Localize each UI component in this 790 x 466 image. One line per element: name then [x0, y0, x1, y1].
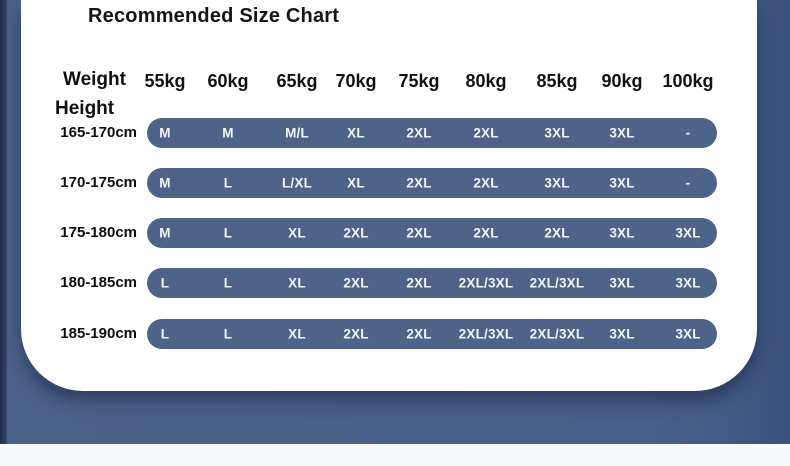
table-row: 180-185cm L L XL 2XL 2XL 2XL/3XL 2XL/3XL… — [21, 268, 757, 298]
size-cell: M — [222, 125, 234, 141]
size-cell: 2XL — [406, 275, 432, 291]
size-cell: 2XL — [406, 225, 432, 241]
size-cell: 2XL — [343, 225, 369, 241]
weight-axis-label: Weight — [63, 69, 126, 90]
size-cell: 3XL — [544, 175, 570, 191]
size-row-pill — [147, 319, 717, 349]
size-row-pill — [147, 168, 717, 198]
size-cell: 2XL — [473, 175, 499, 191]
weight-header: 100kg — [662, 71, 714, 91]
size-cell: M — [159, 175, 171, 191]
table-row: 170-175cm M L L/XL XL 2XL 2XL 3XL 3XL - — [21, 168, 757, 198]
size-cell: L — [223, 225, 233, 241]
size-chart-card: Recommended Size Chart Weight Height 55k… — [21, 0, 757, 391]
size-cell: 3XL — [609, 125, 635, 141]
size-cell: - — [685, 175, 691, 191]
size-cell: 2XL/3XL — [458, 275, 514, 291]
left-dark-strip — [0, 0, 7, 444]
bottom-light-band — [0, 444, 790, 466]
height-range-label: 180-185cm — [60, 274, 137, 291]
weight-header: 65kg — [276, 71, 318, 91]
weight-header: 90kg — [601, 71, 643, 91]
size-cell: 2XL — [406, 175, 432, 191]
table-row: 175-180cm M L XL 2XL 2XL 2XL 2XL 3XL 3XL — [21, 218, 757, 248]
height-range-label: 165-170cm — [60, 124, 137, 141]
size-cell: L — [223, 326, 233, 342]
size-cell: 2XL/3XL — [458, 326, 514, 342]
weight-header: 55kg — [144, 71, 186, 91]
weight-header: 80kg — [465, 71, 507, 91]
size-cell: 3XL — [675, 275, 701, 291]
size-cell: 3XL — [609, 275, 635, 291]
size-cell: 2XL — [473, 125, 499, 141]
size-cell: XL — [288, 326, 306, 342]
size-row-pill — [147, 268, 717, 298]
size-cell: M — [159, 125, 171, 141]
size-cell: XL — [347, 175, 365, 191]
size-cell: 2XL/3XL — [529, 326, 585, 342]
size-cell: XL — [288, 275, 306, 291]
size-cell: - — [685, 125, 691, 141]
size-cell: 3XL — [609, 326, 635, 342]
size-cell: XL — [288, 225, 306, 241]
size-cell: L — [160, 275, 170, 291]
size-cell: 3XL — [609, 175, 635, 191]
size-cell: 3XL — [544, 125, 570, 141]
height-range-label: 175-180cm — [60, 224, 137, 241]
size-cell: 2XL — [406, 125, 432, 141]
size-cell: 2XL — [343, 275, 369, 291]
size-cell: L/XL — [281, 175, 313, 191]
size-cell: 2XL — [473, 225, 499, 241]
size-row-pill — [147, 218, 717, 248]
size-cell: 2XL — [406, 326, 432, 342]
size-cell: 3XL — [675, 326, 701, 342]
table-row: 185-190cm L L XL 2XL 2XL 2XL/3XL 2XL/3XL… — [21, 319, 757, 349]
weight-header: 75kg — [398, 71, 440, 91]
size-cell: XL — [347, 125, 365, 141]
size-cell: 3XL — [675, 225, 701, 241]
size-row-pill — [147, 118, 717, 148]
size-cell: 2XL — [544, 225, 570, 241]
weight-header: 85kg — [536, 71, 578, 91]
size-cell: M/L — [285, 125, 309, 141]
weight-header: 70kg — [335, 71, 377, 91]
height-range-label: 170-175cm — [60, 174, 137, 191]
size-cell: L — [160, 326, 170, 342]
size-cell: L — [223, 175, 233, 191]
size-cell: 3XL — [609, 225, 635, 241]
height-axis-label: Height — [55, 98, 115, 119]
size-cell: M — [159, 225, 171, 241]
size-cell: 2XL/3XL — [529, 275, 585, 291]
weight-header: 60kg — [207, 71, 249, 91]
table-row: 165-170cm M M M/L XL 2XL 2XL 3XL 3XL - — [21, 118, 757, 148]
size-cell: 2XL — [343, 326, 369, 342]
size-cell: L — [223, 275, 233, 291]
page-title: Recommended Size Chart — [88, 5, 340, 27]
height-range-label: 185-190cm — [60, 325, 137, 342]
